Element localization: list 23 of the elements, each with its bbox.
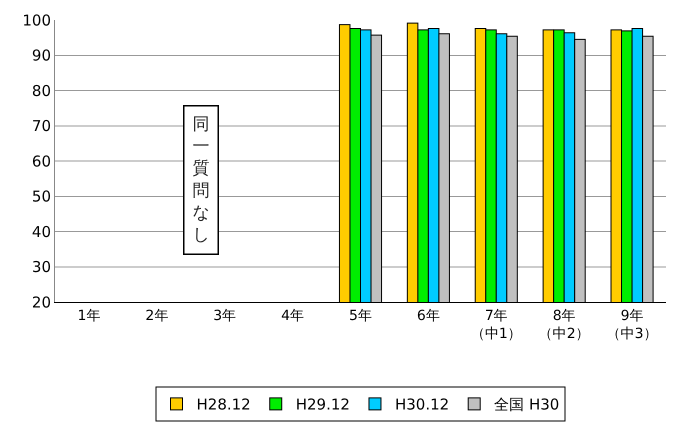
y-tick-label: 20 (32, 293, 51, 312)
legend-label: 全国 H30 (494, 396, 560, 414)
x-tick-label: 4年 (281, 308, 304, 324)
x-tick-label: 8年（中2） (538, 308, 590, 342)
y-tick-label: 30 (32, 258, 51, 276)
annotation: 同一質問なし (192, 114, 210, 245)
y-tick-label: 80 (32, 82, 51, 100)
x-tick-label: 6年 (416, 308, 440, 324)
legend-label: H30.12 (394, 396, 450, 414)
x-tick-label: 7年（中1） (470, 308, 522, 342)
legend-label: H28.12 (196, 396, 251, 414)
x-tick-label: 5年 (349, 308, 372, 324)
y-tick-label: 40 (32, 222, 51, 241)
legend-label: H29.12 (296, 396, 350, 414)
x-tick-label: 3年 (213, 308, 236, 324)
y-tick-label: 50 (32, 188, 51, 206)
y-tick-label: 70 (32, 117, 51, 135)
x-tick-label: 1年 (77, 308, 100, 324)
x-tick-label: 2年 (145, 308, 168, 324)
y-tick-label: 100 (22, 11, 51, 30)
y-tick-label: 60 (32, 152, 51, 170)
x-tick-label: 9年（中3） (606, 308, 658, 342)
y-tick-label: 90 (32, 46, 51, 64)
